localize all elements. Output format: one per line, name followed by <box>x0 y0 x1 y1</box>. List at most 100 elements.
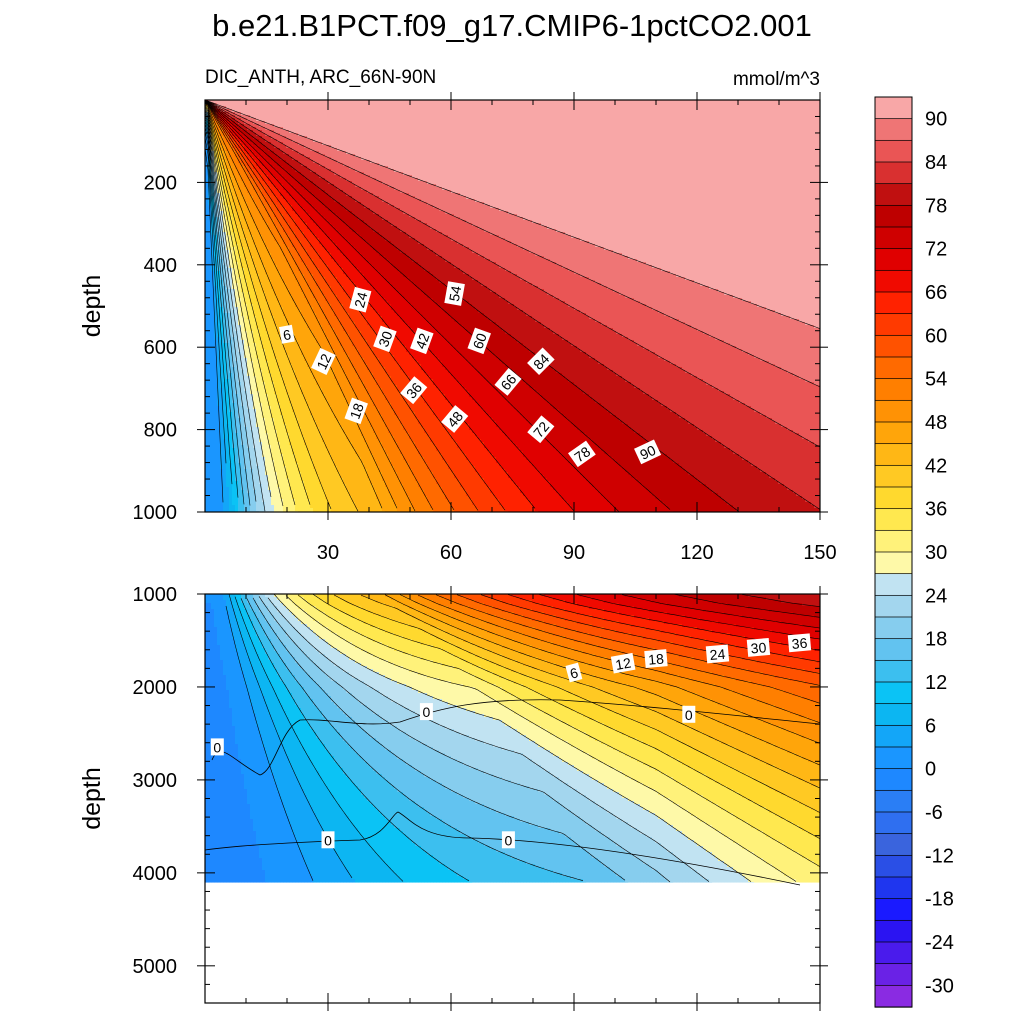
contour-cell <box>265 196 268 199</box>
contour-cell <box>256 481 259 484</box>
contour-cell <box>244 445 247 448</box>
contour-cell <box>229 436 232 439</box>
contour-cell <box>298 157 301 160</box>
contour-cell <box>220 481 223 484</box>
contour-cell <box>277 256 280 259</box>
contour-cell <box>259 394 262 397</box>
contour-cell <box>271 367 274 370</box>
contour-cell <box>259 508 262 511</box>
contour-cell <box>280 487 283 490</box>
contour-cell <box>238 295 241 298</box>
contour-cell <box>271 277 274 280</box>
contour-cell <box>271 247 274 250</box>
contour-cell <box>238 439 241 442</box>
contour-cell <box>229 508 232 511</box>
contour-cell <box>274 259 277 262</box>
contour-cell <box>310 388 313 391</box>
contour-cell <box>259 178 262 181</box>
contour-cell <box>298 508 301 511</box>
contour-cell <box>262 175 265 178</box>
contour-cell <box>304 430 307 433</box>
contour-cell <box>268 235 271 238</box>
contour-cell <box>292 460 295 463</box>
contour-cell <box>295 454 298 457</box>
contour-cell <box>256 490 259 493</box>
contour-cell <box>292 418 295 421</box>
contour-cell <box>220 439 223 442</box>
contour-cell <box>310 403 313 406</box>
contour-cell <box>277 346 280 349</box>
contour-cell <box>256 292 259 295</box>
contour-cell <box>283 400 286 403</box>
contour-cell <box>247 235 250 238</box>
contour-cell <box>250 247 253 250</box>
contour-cell <box>271 271 274 274</box>
contour-cell <box>217 421 220 424</box>
contour-cell <box>286 421 289 424</box>
contour-cell <box>244 370 247 373</box>
contour-cell <box>289 304 292 307</box>
contour-cell <box>232 298 235 301</box>
contour-cell <box>262 373 265 376</box>
contour-cell <box>265 142 268 145</box>
contour-cell <box>253 232 256 235</box>
contour-cell <box>286 139 289 142</box>
contour-cell <box>298 358 301 361</box>
contour-cell <box>229 421 232 424</box>
contour-cell <box>226 370 229 373</box>
contour-cell <box>271 469 274 472</box>
contour-cell <box>271 112 274 115</box>
contour-cell <box>208 481 211 484</box>
contour-cell <box>310 166 313 169</box>
contour-cell <box>214 445 217 448</box>
contour-cell <box>220 379 223 382</box>
contour-cell <box>241 328 244 331</box>
contour-cell <box>307 427 310 430</box>
contour-cell <box>286 298 289 301</box>
contour-cell <box>304 151 307 154</box>
contour-cell <box>277 295 280 298</box>
contour-cell <box>274 421 277 424</box>
contour-cell <box>253 106 256 109</box>
contour-cell <box>208 433 211 436</box>
contour-cell <box>283 202 286 205</box>
contour-cell <box>283 484 286 487</box>
contour-cell <box>274 376 277 379</box>
contour-cell <box>208 193 211 196</box>
contour-cell <box>301 382 304 385</box>
contour-cell <box>262 409 265 412</box>
contour-cell <box>274 370 277 373</box>
contour-cell <box>244 493 247 496</box>
contour-cell <box>214 454 217 457</box>
contour-cell <box>298 178 301 181</box>
contour-cell <box>208 457 211 460</box>
contour-cell <box>298 367 301 370</box>
contour-cell <box>259 472 262 475</box>
contour-cell <box>295 244 298 247</box>
contour-cell <box>214 295 217 298</box>
contour-cell <box>301 322 304 325</box>
contour-cell <box>301 304 304 307</box>
contour-cell <box>232 481 235 484</box>
contour-cell <box>247 325 250 328</box>
contour-cell <box>280 112 283 115</box>
contour-cell <box>310 214 313 217</box>
contour-cell <box>208 442 211 445</box>
contour-cell <box>262 298 265 301</box>
contour-cell <box>313 109 316 112</box>
contour-cell <box>310 199 313 202</box>
contour-cell <box>271 337 274 340</box>
contour-cell <box>286 196 289 199</box>
contour-cell <box>262 454 265 457</box>
contour-cell <box>304 367 307 370</box>
contour-cell <box>286 442 289 445</box>
contour-cell <box>310 112 313 115</box>
contour-cell <box>265 343 268 346</box>
contour-cell <box>271 361 274 364</box>
contour-cell <box>211 484 214 487</box>
contour-cell <box>307 160 310 163</box>
contour-cell <box>298 319 301 322</box>
contour-cell <box>226 385 229 388</box>
contour-cell <box>262 334 265 337</box>
contour-cell <box>247 238 250 241</box>
